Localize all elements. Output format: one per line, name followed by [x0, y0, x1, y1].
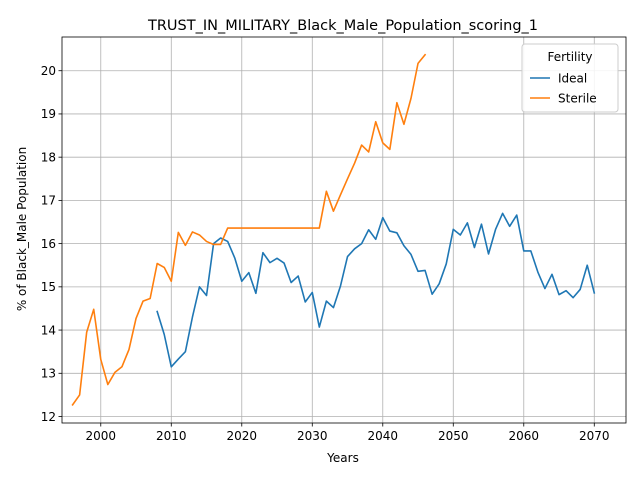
x-tick-label: 2010	[156, 429, 187, 443]
x-axis-label: Years	[326, 451, 359, 465]
y-tick-label: 16	[41, 237, 56, 251]
y-axis-ticks: 12 13 14 15 16 17 18 19 20	[41, 64, 62, 424]
x-tick-label: 2040	[368, 429, 399, 443]
y-tick-label: 13	[41, 367, 56, 381]
legend-title: Fertility	[547, 50, 592, 64]
y-tick-label: 17	[41, 194, 56, 208]
x-tick-label: 2000	[86, 429, 117, 443]
legend-label-sterile: Sterile	[558, 91, 597, 105]
series-lines	[73, 55, 595, 405]
y-tick-label: 18	[41, 150, 56, 164]
x-axis-ticks: 2000 2010 2020 2030 2040 2050 2060 2070	[86, 423, 610, 443]
y-tick-label: 20	[41, 64, 56, 78]
x-tick-label: 2050	[438, 429, 469, 443]
chart-title: TRUST_IN_MILITARY_Black_Male_Population_…	[147, 18, 538, 34]
series-line-ideal	[157, 213, 594, 366]
x-tick-label: 2030	[297, 429, 328, 443]
y-axis-label: % of Black_Male Population	[15, 147, 29, 311]
x-tick-label: 2070	[579, 429, 610, 443]
y-tick-label: 19	[41, 107, 56, 121]
x-tick-label: 2020	[227, 429, 258, 443]
legend: Fertility Ideal Sterile	[522, 44, 618, 112]
y-tick-label: 15	[41, 280, 56, 294]
y-tick-label: 14	[41, 323, 56, 337]
y-tick-label: 12	[41, 410, 56, 424]
x-tick-label: 2060	[509, 429, 540, 443]
legend-label-ideal: Ideal	[558, 71, 587, 85]
series-line-sterile	[73, 55, 426, 405]
